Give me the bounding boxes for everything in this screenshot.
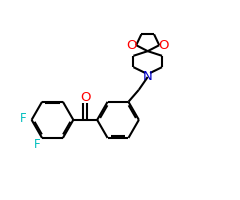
Text: O: O [126,39,137,52]
Text: F: F [20,112,27,125]
Text: N: N [143,70,153,83]
Text: O: O [80,91,90,104]
Text: O: O [158,39,169,52]
Text: F: F [34,138,40,151]
